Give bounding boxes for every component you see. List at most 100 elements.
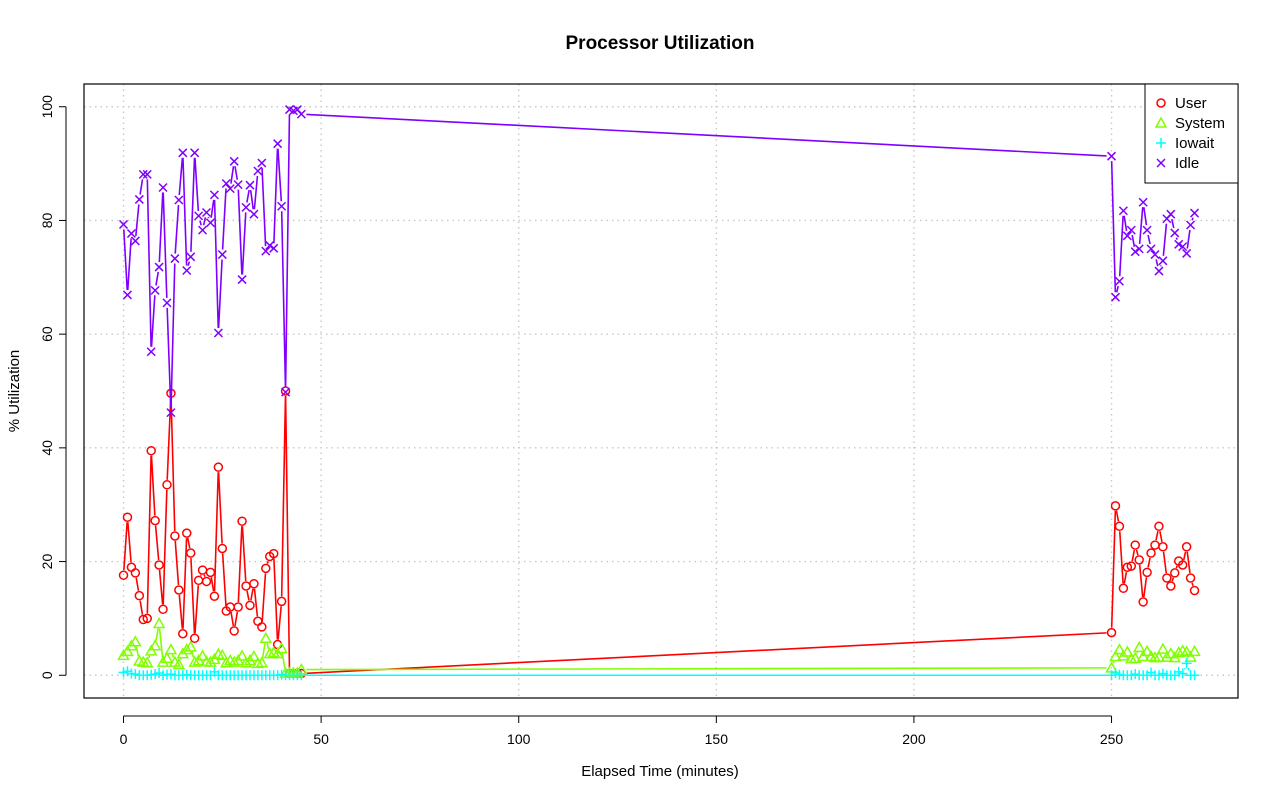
system-point (235, 649, 249, 661)
user-point (178, 629, 188, 639)
iowait-point (1181, 658, 1192, 669)
system-point (1164, 647, 1178, 659)
user-point (261, 563, 271, 574)
system-point (172, 657, 186, 670)
system-point (1132, 640, 1146, 653)
idle-point (229, 156, 239, 166)
system-point (140, 656, 154, 668)
system-point (216, 648, 229, 661)
system-legend-label: System (1175, 115, 1225, 132)
user-point (1118, 583, 1129, 594)
user-point (276, 596, 287, 607)
idle-point (174, 195, 184, 205)
idle-point (118, 219, 129, 229)
system-point (188, 655, 201, 667)
user-point (1146, 548, 1156, 558)
idle-series (118, 105, 1200, 418)
user-point (1150, 540, 1160, 550)
idle-point (150, 285, 160, 295)
x-tick-label: 50 (313, 731, 329, 747)
idle-point (1122, 231, 1132, 241)
system-point (259, 631, 273, 644)
idle-point (296, 109, 306, 119)
system-point (148, 639, 162, 651)
y-tick-label: 0 (39, 671, 55, 679)
system-point (129, 635, 142, 647)
idle-point (1130, 247, 1140, 257)
y-tick-label: 80 (39, 212, 55, 228)
user-point (205, 567, 216, 578)
user-point (1122, 562, 1133, 572)
user-point (217, 543, 228, 554)
idle-point (241, 202, 251, 212)
system-point (1109, 649, 1122, 662)
idle-point (257, 158, 267, 168)
user-point (1166, 581, 1176, 591)
iowait-legend-marker (1156, 138, 1166, 148)
idle-point (265, 240, 275, 250)
chart-title: Processor Utilization (566, 33, 755, 54)
idle-point (130, 236, 140, 246)
user-series (118, 386, 1200, 679)
idle-series-line (123, 113, 1194, 408)
idle-point (182, 265, 192, 276)
user-point (1126, 561, 1137, 571)
legend: User System Iowait Idle (1144, 83, 1239, 184)
user-point (1162, 573, 1172, 583)
system-point (164, 643, 178, 655)
system-point (263, 647, 277, 659)
user-point (257, 622, 267, 632)
idle-point (249, 209, 259, 219)
y-axis-label: % Utilization (6, 350, 23, 433)
idle-point (194, 211, 204, 221)
system-point (1184, 650, 1197, 662)
x-tick-label: 100 (507, 731, 531, 747)
idle-point (1138, 197, 1148, 207)
idle-point (1118, 206, 1128, 216)
idle-point (162, 298, 172, 308)
idle-point (217, 250, 227, 260)
idle-point (138, 169, 148, 179)
idle-point (1107, 151, 1117, 161)
user-point (150, 515, 160, 526)
user-point (162, 480, 172, 490)
idle-point (1150, 250, 1160, 260)
x-tick-label: 250 (1100, 731, 1124, 747)
iowait-series-line (306, 667, 1190, 677)
idle-point (1134, 244, 1144, 254)
idle-point (209, 190, 219, 200)
user-point (142, 613, 152, 624)
user-point (280, 386, 291, 396)
x-tick-label: 0 (120, 731, 128, 747)
iowait-series (118, 658, 1200, 681)
system-point (196, 649, 209, 661)
y-tick-label: 40 (39, 440, 55, 456)
idle-point (253, 166, 263, 176)
user-point (1154, 521, 1164, 532)
user-point (1110, 501, 1121, 511)
idle-point (170, 254, 180, 264)
idle-point (166, 408, 176, 418)
system-series-line (135, 628, 1139, 671)
user-point (1134, 555, 1144, 565)
user-point (146, 445, 156, 456)
idle-point (190, 148, 200, 158)
idle-point (277, 201, 287, 211)
idle-point (146, 347, 156, 357)
system-point (1180, 645, 1193, 657)
idle-point (1114, 276, 1124, 286)
idle-point (154, 262, 164, 272)
y-tick-label: 60 (39, 326, 55, 342)
idle-legend-marker (1156, 158, 1166, 168)
system-point (184, 640, 197, 652)
idle-point (186, 252, 196, 262)
idle-point (213, 328, 223, 338)
user-point (158, 604, 168, 615)
idle-point (178, 148, 188, 158)
idle-point (281, 387, 291, 397)
y-tick-label: 100 (39, 95, 55, 119)
idle-point (126, 228, 136, 239)
user-point (1130, 540, 1140, 550)
idle-point (1126, 225, 1136, 235)
